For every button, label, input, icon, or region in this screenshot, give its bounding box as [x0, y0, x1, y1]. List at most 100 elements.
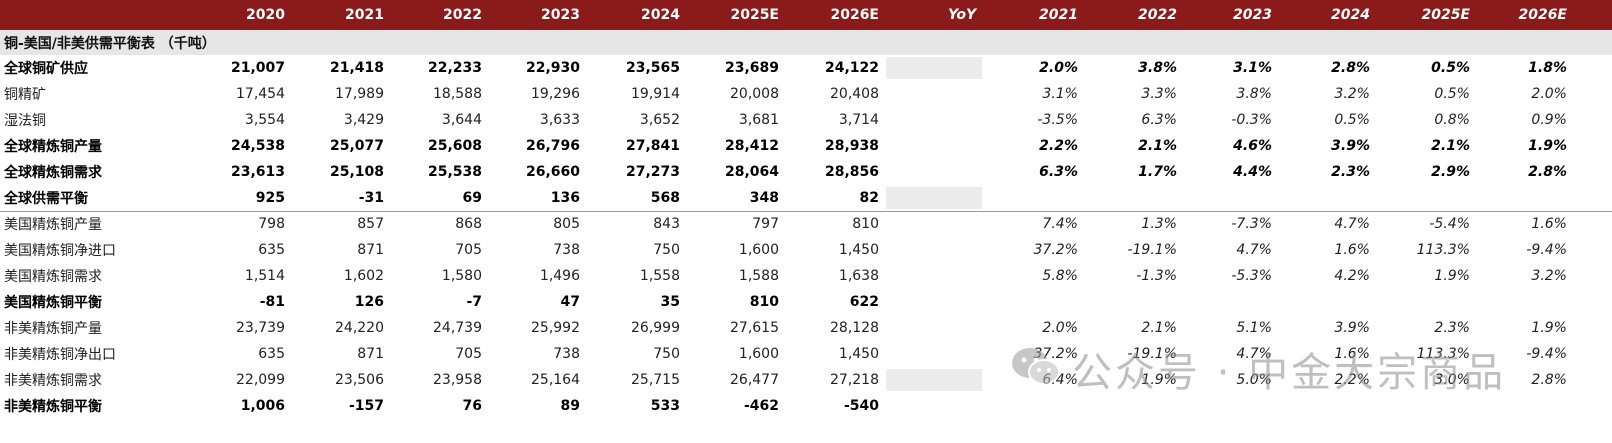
yoy-cell: 1.9%: [1141, 372, 1177, 388]
yoy-cell: 2.8%: [1531, 372, 1567, 388]
value-cell: -81: [259, 294, 285, 310]
value-cell: 1,514: [244, 268, 285, 284]
value-cell: 1,496: [539, 268, 580, 284]
yoy-cell: 2.8%: [1331, 60, 1370, 76]
watermark-text: 公众号 · 中金大宗商品: [1072, 350, 1507, 396]
yoy-cell: 0.9%: [1531, 112, 1567, 128]
column-header-2026e: 2026E: [830, 7, 879, 23]
value-cell: 28,856: [824, 164, 879, 180]
yoy-cell: 4.7%: [1236, 346, 1272, 362]
value-cell: 22,099: [236, 372, 285, 388]
value-cell: 21,007: [230, 60, 285, 76]
yoy-cell: [988, 185, 1078, 211]
row-label: 全球精炼铜需求: [4, 165, 102, 181]
value-cell: 28,128: [830, 320, 879, 336]
value-cell: 533: [650, 398, 680, 414]
value-cell: 738: [553, 242, 580, 258]
value-cell: 25,108: [329, 164, 384, 180]
value-cell: 22,930: [525, 60, 580, 76]
yoy-cell: 1.6%: [1334, 242, 1370, 258]
value-cell: 871: [357, 346, 384, 362]
table-row: 非美精炼铜产量 23,739 24,220 24,739 25,992 26,999 27,…: [0, 315, 1612, 341]
value-cell: 18,588: [433, 86, 482, 102]
table-row: 全球精炼铜需求 23,613 25,108 25,538 26,660 27,273 28,…: [0, 159, 1612, 185]
yoy-cell: 2.1%: [1138, 138, 1177, 154]
table-row: 美国精炼铜净进口 635 871 705 738 750 1,600 1,450 37.2% -1…: [0, 237, 1612, 263]
yoy-cell: 1.9%: [1434, 268, 1470, 284]
row-label: 非美精炼铜平衡: [4, 399, 102, 415]
value-cell: 17,454: [236, 86, 285, 102]
column-header-2024: 2024: [641, 7, 680, 23]
value-cell: 27,615: [730, 320, 779, 336]
value-cell: 705: [455, 242, 482, 258]
table-row: 全球供需平衡 925 -31 69 136 568 348 82: [0, 185, 1612, 211]
value-cell: 1,558: [639, 268, 680, 284]
value-cell: 24,122: [824, 60, 879, 76]
value-cell: 868: [455, 216, 482, 232]
row-label: 美国精炼铜净进口: [4, 243, 116, 259]
table-row: 铜精矿 17,454 17,989 18,588 19,296 19,914 20,008 2…: [0, 81, 1612, 107]
yoy-cell: 3.1%: [1042, 86, 1078, 102]
watermark: 公众号 · 中金大宗商品: [1010, 343, 1507, 396]
yoy-cell: [1477, 185, 1567, 211]
value-cell: 635: [258, 346, 285, 362]
section-divider: [0, 211, 1612, 212]
value-cell: 76: [462, 398, 482, 414]
yoy-cell: [988, 393, 1078, 419]
value-cell: 798: [258, 216, 285, 232]
value-cell: 857: [357, 216, 384, 232]
table-row: 全球铜矿供应 21,007 21,418 22,233 22,930 23,565 23,6…: [0, 55, 1612, 81]
yoy-cell: 2.2%: [1334, 372, 1370, 388]
value-cell: 805: [553, 216, 580, 232]
table-row: 美国精炼铜需求 1,514 1,602 1,580 1,496 1,558 1,588 1,6…: [0, 263, 1612, 289]
wechat-icon: [1010, 345, 1062, 393]
row-label: 全球供需平衡: [4, 191, 88, 207]
value-cell: 25,608: [427, 138, 482, 154]
yoy-cell: 0.8%: [1434, 112, 1470, 128]
value-cell: 622: [849, 294, 879, 310]
yoy-cell: 113.3%: [1416, 346, 1470, 362]
value-cell: 20,008: [730, 86, 779, 102]
value-cell: 26,999: [631, 320, 680, 336]
value-cell: 3,633: [539, 112, 580, 128]
yoy-cell: 3.3%: [1141, 86, 1177, 102]
value-cell: 3,429: [343, 112, 384, 128]
yoy-cell: -1.3%: [1136, 268, 1177, 284]
value-cell: 23,739: [236, 320, 285, 336]
column-header-yoy: YoY: [948, 7, 977, 23]
column-header-2025e: 2025E: [730, 7, 779, 23]
column-header-2021: 2021: [345, 7, 384, 23]
value-cell: 26,796: [525, 138, 580, 154]
yoy-cell: [988, 289, 1078, 315]
yoy-cell: [1477, 289, 1567, 315]
yoy-cell: 1.9%: [1531, 320, 1567, 336]
value-cell: 25,715: [631, 372, 680, 388]
value-cell: -540: [843, 398, 879, 414]
value-cell: -31: [358, 190, 384, 206]
value-cell: 810: [852, 216, 879, 232]
value-cell: 89: [560, 398, 580, 414]
yoy-cell: [1280, 289, 1370, 315]
value-cell: 1,450: [838, 346, 879, 362]
table-row: 美国精炼铜平衡 -81 126 -7 47 35 810 622: [0, 289, 1612, 315]
value-cell: 20,408: [830, 86, 879, 102]
row-label: 湿法铜: [4, 113, 46, 129]
row-label: 非美精炼铜产量: [4, 321, 102, 337]
value-cell: 23,689: [724, 60, 779, 76]
value-cell: 750: [653, 242, 680, 258]
yoy-cell: 4.4%: [1233, 164, 1272, 180]
value-cell: 1,450: [838, 242, 879, 258]
value-cell: 28,938: [824, 138, 879, 154]
yoy-cell: 3.1%: [1233, 60, 1272, 76]
yoy-column-header-2023: 2023: [1233, 7, 1272, 23]
value-cell: 1,580: [441, 268, 482, 284]
yoy-column-header-2022: 2022: [1138, 7, 1177, 23]
yoy-cell: 5.1%: [1236, 320, 1272, 336]
value-cell: -462: [743, 398, 779, 414]
value-cell: 27,218: [830, 372, 879, 388]
yoy-cell: 2.8%: [1528, 164, 1567, 180]
value-cell: 871: [357, 242, 384, 258]
shaded-cell: [886, 369, 982, 391]
yoy-cell: -9.4%: [1526, 242, 1567, 258]
